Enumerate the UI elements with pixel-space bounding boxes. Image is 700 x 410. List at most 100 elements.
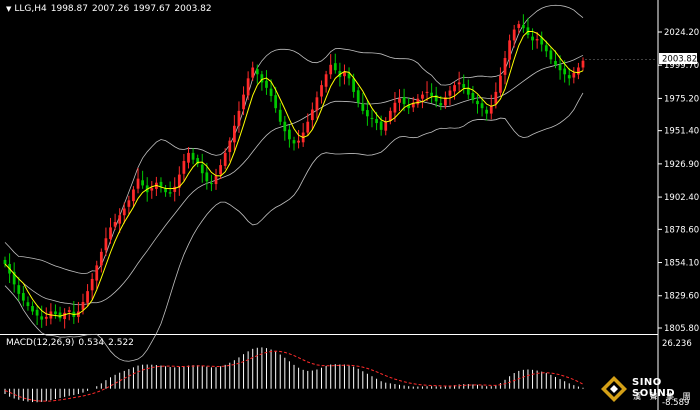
candle-body: [283, 121, 287, 132]
candle-body: [122, 208, 126, 216]
candle-body: [168, 192, 172, 194]
current-price-label: 2003.82: [662, 55, 697, 65]
high-value: 2007.26: [91, 4, 130, 14]
candle-body: [352, 78, 356, 92]
candle-body: [320, 85, 323, 97]
candle-body: [370, 117, 374, 120]
candle-body: [485, 109, 489, 114]
price-axis: 2024.20 1999.70 1975.20 1951.40 1926.90 1902.…: [585, 28, 699, 334]
price-tick-label: 1805.80: [664, 324, 699, 334]
candle-body: [187, 152, 190, 163]
chart-header: ▼ LLG,H4 1998.87 2007.26 1997.67 2003.82: [6, 4, 216, 14]
chevron-down-icon[interactable]: ▼: [6, 5, 12, 13]
candle-body: [214, 175, 218, 185]
candle-body: [90, 278, 94, 291]
candle-body: [324, 74, 328, 87]
macd-signal-value: 2.522: [108, 338, 134, 348]
moving-average: [4, 30, 584, 317]
candle-body: [132, 189, 135, 202]
candle-body: [494, 91, 498, 104]
price-tick-label: 1951.40: [664, 127, 699, 137]
low-value: 1997.67: [133, 4, 171, 14]
candle-body: [205, 172, 209, 182]
candle-body: [402, 97, 406, 105]
macd-signal-line: [4, 350, 584, 402]
candle-body: [113, 222, 117, 227]
candle-body: [549, 50, 553, 60]
price-tick-label: 1902.40: [664, 193, 699, 203]
candle-body: [177, 174, 181, 188]
price-tick-label: 2024.20: [664, 28, 699, 38]
candle-body: [63, 312, 67, 320]
logo-emblem-icon: [601, 376, 627, 402]
candle-body: [242, 94, 245, 110]
macd-axis: 26.236 -8.589: [662, 339, 692, 408]
candle-body: [416, 98, 420, 105]
candle-body: [292, 140, 296, 144]
candle-body: [517, 24, 521, 28]
candle-body: [411, 102, 415, 108]
candle-body: [86, 291, 89, 303]
candle-body: [315, 97, 319, 111]
candle-body: [457, 82, 461, 85]
candle-body: [361, 103, 365, 111]
candle-body: [581, 60, 585, 68]
candle-body: [448, 90, 452, 96]
candle-body: [260, 74, 264, 83]
candle-body: [232, 125, 236, 143]
candle-body: [577, 67, 580, 75]
candle-body: [306, 121, 310, 133]
candle-body: [297, 140, 300, 143]
price-tick-label: 1878.60: [664, 225, 699, 235]
lower-band-line: [4, 92, 584, 362]
candle-body: [17, 285, 21, 294]
candle-body: [228, 140, 232, 153]
macd-main-value: 0.534: [78, 338, 105, 348]
candle-body: [95, 265, 99, 281]
candle-body: [136, 178, 140, 189]
candle-body: [421, 94, 424, 99]
open-value: 1998.87: [50, 4, 88, 14]
candle-body: [512, 29, 516, 41]
candle-body: [375, 119, 378, 124]
candle-body: [471, 92, 475, 101]
candle-body: [393, 102, 397, 113]
candle-body: [444, 97, 447, 106]
candle-body: [3, 259, 7, 265]
candle-body: [251, 67, 255, 78]
candle-body: [109, 227, 112, 240]
macd-indicator: [4, 347, 584, 403]
candle-body: [503, 58, 507, 75]
candle-body: [99, 251, 103, 266]
candle-body: [567, 75, 571, 79]
candle-body: [12, 271, 16, 285]
candle-body: [347, 73, 351, 79]
candle-body: [430, 92, 433, 96]
candle-body: [554, 61, 557, 65]
candle-body: [223, 152, 227, 166]
macd-axis-min: -8.589: [662, 398, 689, 408]
logo-subtext: 漢 聲 集 團: [633, 392, 694, 401]
candle-body: [466, 87, 470, 95]
candle-body: [398, 98, 401, 103]
sino-sound-logo: SINO SOUND 漢 聲 集 團: [600, 374, 696, 404]
candle-body: [274, 95, 278, 109]
current-price-box: [659, 53, 697, 64]
candle-body: [540, 37, 544, 45]
symbol-label: LLG,H4: [14, 4, 47, 14]
candle-body: [480, 103, 484, 109]
fast-ma-line: [4, 30, 584, 317]
candle-body: [265, 80, 268, 88]
candle-body: [329, 64, 333, 75]
candle-body: [535, 39, 539, 41]
current-price-marker: 2003.82: [659, 53, 697, 65]
candle-body: [388, 110, 392, 121]
candle-body: [127, 200, 131, 207]
logo-text: SINO SOUND: [632, 377, 675, 399]
candle-body: [508, 40, 511, 60]
candle-body: [31, 306, 34, 312]
candle-body: [210, 182, 213, 185]
macd-name: MACD(12,26,9): [6, 338, 75, 348]
